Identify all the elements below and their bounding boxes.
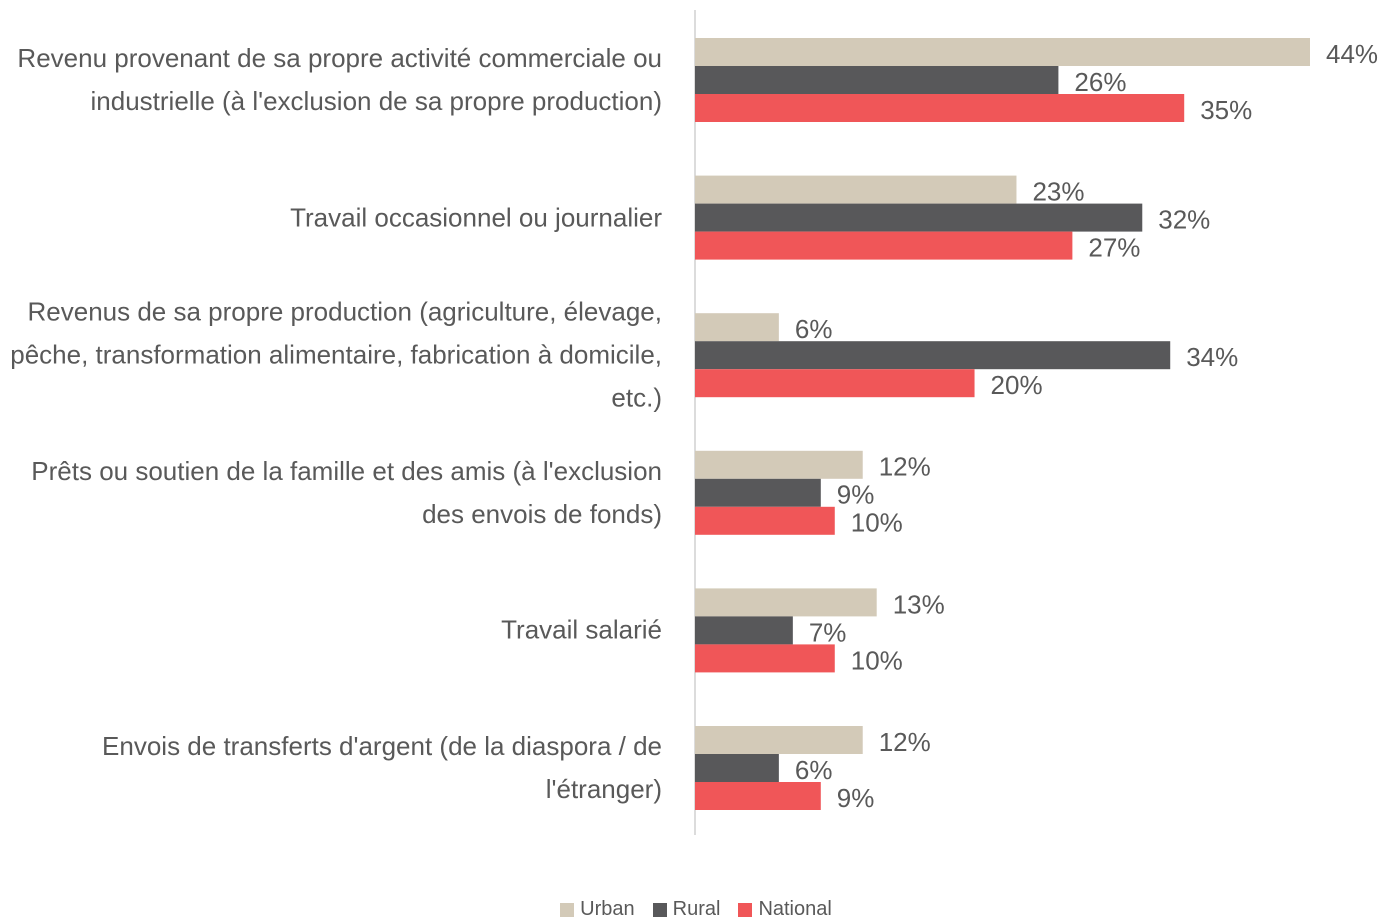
legend-label: Urban [580, 898, 635, 920]
value-label: 6% [795, 314, 833, 344]
legend-swatch [560, 902, 575, 917]
category-label: Envois de transferts d'argent (de la dia… [102, 731, 662, 804]
value-label: 6% [795, 755, 833, 785]
category-label: Travail salarié [501, 614, 662, 645]
value-label: 7% [809, 617, 847, 647]
value-label: 34% [1186, 342, 1238, 372]
legend: Urban Rural National [0, 898, 1392, 921]
value-label: 13% [893, 589, 945, 619]
value-label: 23% [1032, 176, 1084, 206]
value-label: 27% [1088, 232, 1140, 262]
bar [695, 203, 1143, 232]
legend-swatch [652, 902, 667, 917]
legend-item: Urban [560, 898, 635, 921]
value-label: 20% [991, 370, 1043, 400]
bar [695, 450, 863, 479]
bar [695, 478, 821, 507]
bar [695, 369, 975, 398]
value-label: 9% [837, 480, 875, 510]
legend-label: Rural [672, 898, 721, 920]
value-label: 35% [1200, 95, 1252, 125]
value-label: 32% [1158, 204, 1210, 234]
value-label: 26% [1074, 67, 1126, 97]
category-label: Travail occasionnel ou journalier [290, 202, 662, 233]
bar [695, 782, 821, 810]
bar [695, 231, 1073, 260]
bar [695, 726, 863, 754]
value-label: 12% [879, 452, 931, 482]
bar [695, 341, 1171, 370]
category-label: Revenu provenant de sa propre activité c… [17, 43, 662, 116]
bar [695, 175, 1017, 204]
value-label: 44% [1326, 39, 1378, 69]
category-label: Prêts ou soutien de la famille et des am… [31, 455, 662, 529]
legend-swatch [738, 902, 753, 917]
bar [695, 38, 1310, 66]
bar [695, 66, 1059, 94]
value-label: 10% [851, 645, 903, 675]
bar [695, 94, 1185, 122]
bar [695, 506, 835, 535]
bar [695, 644, 835, 673]
category-label: Revenus de sa propre production (agricul… [10, 296, 662, 413]
value-label: 12% [879, 727, 931, 757]
value-label: 9% [837, 783, 875, 813]
value-label: 10% [851, 508, 903, 538]
bar [695, 616, 793, 645]
legend-label: National [758, 898, 832, 920]
legend-item: Rural [652, 898, 721, 921]
bar [695, 588, 877, 617]
bar [695, 313, 779, 342]
legend-item: National [738, 898, 832, 921]
bar [695, 754, 779, 782]
